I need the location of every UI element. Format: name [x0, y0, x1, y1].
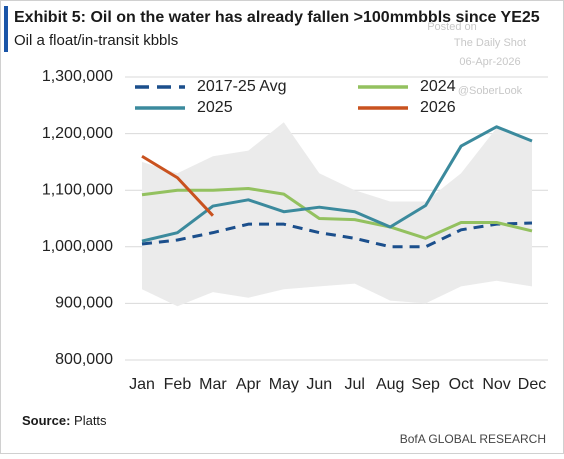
watermark: 06-Apr-2026	[459, 56, 520, 68]
x-tick-label: Mar	[199, 376, 227, 393]
x-tick-label: Feb	[164, 376, 192, 393]
source-text: Platts	[74, 413, 107, 428]
range-band	[142, 122, 532, 307]
x-tick-label: May	[269, 376, 299, 393]
x-tick-label: Dec	[518, 376, 546, 393]
chart-subtitle: Oil a float/in-transit kbbls	[14, 32, 178, 49]
source-note: Source: Platts	[22, 413, 107, 428]
watermark: Posted on	[427, 21, 477, 33]
x-tick-label: Jun	[306, 376, 332, 393]
footer: BofA GLOBAL RESEARCH	[400, 432, 546, 446]
legend-label: 2024	[420, 78, 456, 95]
accent-bar	[4, 6, 8, 52]
x-tick-label: Jan	[129, 376, 155, 393]
y-tick-label: 1,300,000	[42, 68, 113, 85]
source-label: Source:	[22, 413, 70, 428]
x-tick-label: Apr	[236, 376, 262, 393]
x-tick-label: Nov	[482, 376, 510, 393]
y-tick-label: 1,100,000	[42, 181, 113, 198]
legend-label: 2026	[420, 99, 456, 116]
series-line	[141, 187, 533, 240]
x-tick-label: Oct	[449, 376, 474, 393]
x-tick-label: Jul	[345, 376, 365, 393]
y-tick-label: 900,000	[55, 295, 113, 312]
watermark: The Daily Shot	[454, 37, 526, 49]
y-tick-label: 1,000,000	[42, 238, 113, 255]
x-tick-label: Sep	[411, 376, 440, 393]
legend-label: 2017-25 Avg	[197, 78, 287, 95]
chart-title: Exhibit 5: Oil on the water has already …	[14, 9, 540, 26]
series-line	[141, 154, 215, 217]
y-tick-label: 800,000	[55, 351, 113, 368]
y-tick-label: 1,200,000	[42, 125, 113, 142]
x-tick-label: Aug	[376, 376, 404, 393]
watermark: @SoberLook	[458, 85, 523, 97]
legend-label: 2025	[197, 99, 233, 116]
